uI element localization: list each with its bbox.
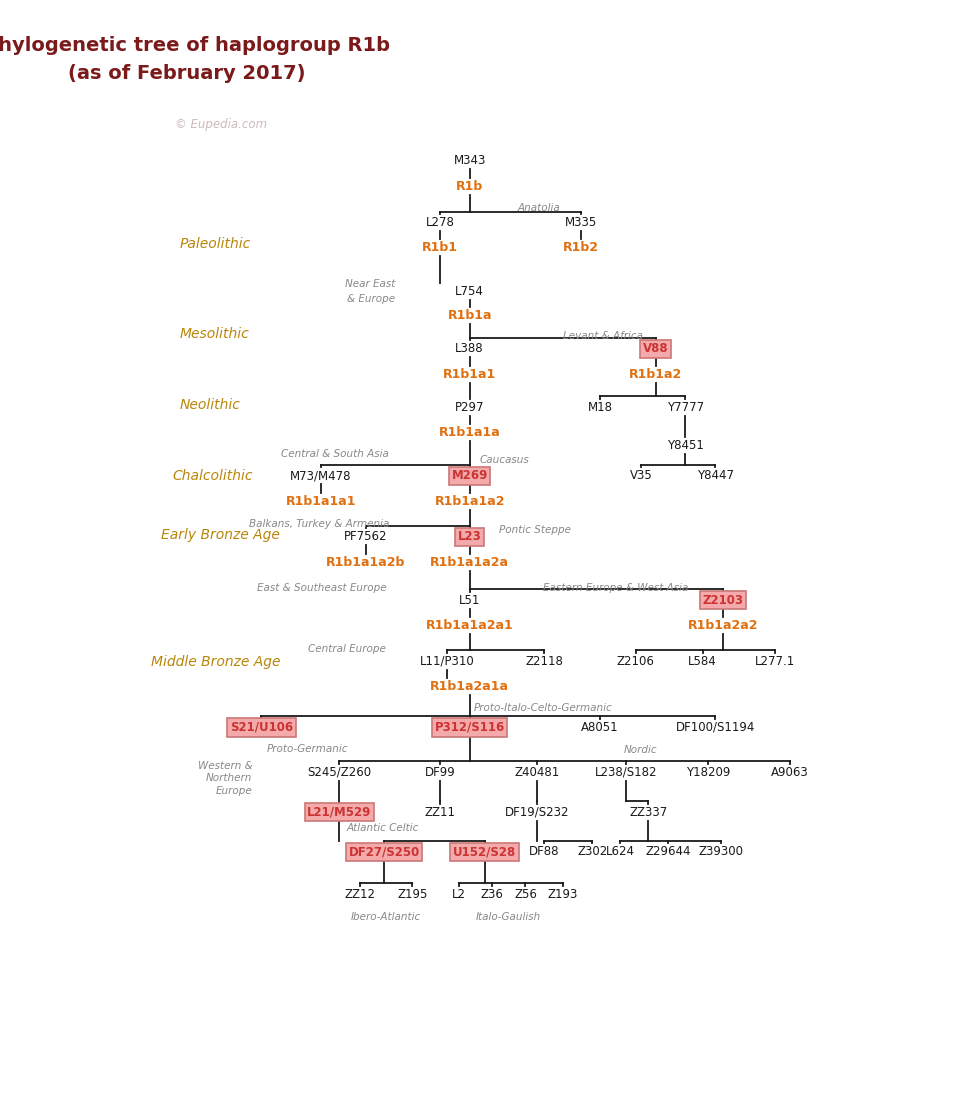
Text: Neolithic: Neolithic bbox=[180, 398, 240, 411]
Text: Z193: Z193 bbox=[547, 888, 578, 901]
Text: Middle Bronze Age: Middle Bronze Age bbox=[152, 656, 280, 669]
Text: Balkans, Turkey & Armenia: Balkans, Turkey & Armenia bbox=[249, 519, 390, 529]
Text: R1b1a1a2a1: R1b1a1a2a1 bbox=[426, 619, 514, 632]
Text: Z195: Z195 bbox=[397, 888, 427, 901]
Text: Pontic Steppe: Pontic Steppe bbox=[499, 525, 571, 535]
Text: Atlantic Celtic: Atlantic Celtic bbox=[347, 823, 420, 833]
Text: East & Southeast Europe: East & Southeast Europe bbox=[256, 583, 386, 593]
Text: Y8447: Y8447 bbox=[697, 470, 733, 483]
Text: Caucasus: Caucasus bbox=[479, 454, 529, 465]
Text: M18: M18 bbox=[588, 400, 612, 414]
Text: L23: L23 bbox=[458, 530, 482, 543]
Text: R1b1a2a1a: R1b1a2a1a bbox=[430, 680, 509, 693]
Text: L584: L584 bbox=[688, 654, 717, 668]
Text: Ibero-Atlantic: Ibero-Atlantic bbox=[350, 912, 420, 922]
Text: Early Bronze Age: Early Bronze Age bbox=[161, 528, 279, 542]
Text: R1b1a: R1b1a bbox=[447, 309, 492, 322]
Text: L21/M529: L21/M529 bbox=[307, 805, 372, 818]
Text: V35: V35 bbox=[630, 470, 652, 483]
Text: Western &: Western & bbox=[198, 760, 252, 771]
Text: M335: M335 bbox=[565, 216, 597, 229]
Text: L11/P310: L11/P310 bbox=[420, 654, 475, 668]
Text: ZZ12: ZZ12 bbox=[344, 888, 375, 901]
Text: L278: L278 bbox=[425, 216, 454, 229]
Text: A9063: A9063 bbox=[771, 766, 808, 779]
Text: U152/S28: U152/S28 bbox=[453, 846, 516, 858]
Text: Z56: Z56 bbox=[514, 888, 537, 901]
Text: DF88: DF88 bbox=[529, 846, 560, 858]
Text: L2: L2 bbox=[451, 888, 466, 901]
Text: R1b1a1: R1b1a1 bbox=[444, 367, 496, 381]
Text: DF100/S1194: DF100/S1194 bbox=[676, 720, 755, 734]
Text: ZZ337: ZZ337 bbox=[629, 805, 667, 818]
Text: Eastern Europe & West Asia: Eastern Europe & West Asia bbox=[542, 583, 688, 593]
Text: PF7562: PF7562 bbox=[344, 530, 387, 543]
Text: Mesolithic: Mesolithic bbox=[180, 327, 250, 341]
Text: Europe: Europe bbox=[216, 786, 252, 796]
Text: R1b1a1a1: R1b1a1a1 bbox=[286, 495, 356, 508]
Text: L277.1: L277.1 bbox=[755, 654, 795, 668]
Text: R1b1a1a: R1b1a1a bbox=[439, 426, 500, 439]
Text: Central Europe: Central Europe bbox=[308, 644, 386, 653]
Text: DF19/S232: DF19/S232 bbox=[504, 805, 569, 818]
Text: Y7777: Y7777 bbox=[667, 400, 704, 414]
Text: R1b1a1a2a: R1b1a1a2a bbox=[430, 556, 509, 569]
Text: M269: M269 bbox=[451, 470, 488, 483]
Text: P312/S116: P312/S116 bbox=[435, 720, 505, 734]
Text: DF27/S250: DF27/S250 bbox=[348, 846, 420, 858]
Text: Z2103: Z2103 bbox=[702, 594, 743, 607]
Text: DF99: DF99 bbox=[424, 766, 455, 779]
Text: L238/S182: L238/S182 bbox=[594, 766, 658, 779]
Text: Phylogenetic tree of haplogroup R1b: Phylogenetic tree of haplogroup R1b bbox=[0, 36, 390, 55]
Text: Z36: Z36 bbox=[481, 888, 503, 901]
Text: Y18209: Y18209 bbox=[685, 766, 730, 779]
Text: L624: L624 bbox=[606, 846, 635, 858]
Text: Near East: Near East bbox=[345, 279, 396, 289]
Text: Levant & Africa: Levant & Africa bbox=[563, 331, 642, 341]
Text: R1b1a2: R1b1a2 bbox=[629, 367, 683, 381]
Text: Z2106: Z2106 bbox=[616, 654, 655, 668]
Text: Chalcolithic: Chalcolithic bbox=[172, 469, 252, 483]
Text: A8051: A8051 bbox=[581, 720, 618, 734]
Text: R1b: R1b bbox=[456, 179, 483, 192]
Text: Paleolithic: Paleolithic bbox=[180, 236, 251, 251]
Text: & Europe: & Europe bbox=[348, 294, 396, 304]
Text: V88: V88 bbox=[643, 342, 668, 355]
Text: Central & South Asia: Central & South Asia bbox=[281, 449, 390, 459]
Text: Northern: Northern bbox=[206, 773, 252, 783]
Text: S245/Z260: S245/Z260 bbox=[307, 766, 372, 779]
Text: Z302: Z302 bbox=[577, 846, 608, 858]
Text: M73/M478: M73/M478 bbox=[290, 470, 351, 483]
Text: Proto-Italo-Celto-Germanic: Proto-Italo-Celto-Germanic bbox=[473, 703, 612, 713]
Text: Nordic: Nordic bbox=[624, 746, 658, 756]
Text: Y8451: Y8451 bbox=[667, 439, 704, 452]
Text: R1b1: R1b1 bbox=[422, 241, 458, 254]
Text: Z29644: Z29644 bbox=[645, 846, 691, 858]
Text: L388: L388 bbox=[455, 342, 484, 355]
Text: R1b1a1a2b: R1b1a1a2b bbox=[325, 556, 405, 569]
Text: Z2118: Z2118 bbox=[525, 654, 563, 668]
Text: Anatolia: Anatolia bbox=[518, 204, 561, 213]
Text: Proto-Germanic: Proto-Germanic bbox=[267, 744, 348, 754]
Text: M343: M343 bbox=[453, 154, 486, 167]
Text: Italo-Gaulish: Italo-Gaulish bbox=[476, 912, 541, 922]
Text: S21/U106: S21/U106 bbox=[229, 720, 293, 734]
Text: R1b1a2a2: R1b1a2a2 bbox=[687, 619, 757, 632]
Text: Z40481: Z40481 bbox=[514, 766, 560, 779]
Text: ZZ11: ZZ11 bbox=[424, 805, 455, 818]
Text: (as of February 2017): (as of February 2017) bbox=[68, 64, 306, 82]
Text: © Eupedia.com: © Eupedia.com bbox=[175, 118, 267, 131]
Text: R1b2: R1b2 bbox=[564, 241, 599, 254]
Text: R1b1a1a2: R1b1a1a2 bbox=[435, 495, 505, 508]
Text: L51: L51 bbox=[459, 594, 480, 607]
Text: L754: L754 bbox=[455, 285, 484, 298]
Text: P297: P297 bbox=[455, 400, 485, 414]
Text: Z39300: Z39300 bbox=[699, 846, 744, 858]
